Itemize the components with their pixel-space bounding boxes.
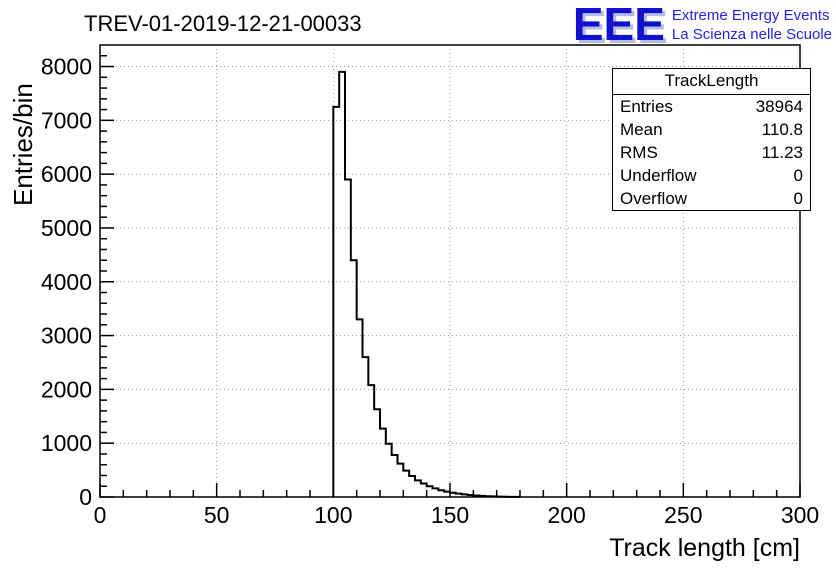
x-tick-label: 100 (314, 502, 352, 528)
stats-row: Mean 110.8 (613, 118, 810, 141)
stats-value: 0 (793, 189, 803, 208)
stats-label: RMS (620, 143, 658, 162)
stats-value: 110.8 (761, 120, 803, 139)
stats-row: Underflow 0 (613, 164, 810, 187)
stats-label: Overflow (620, 189, 688, 208)
eee-logo-subtitle: Extreme Energy Events La Scienza nelle S… (672, 3, 832, 44)
x-tick-label: 300 (781, 502, 819, 528)
plot-title: TREV-01-2019-12-21-00033 (84, 11, 362, 36)
y-tick-label: 0 (79, 484, 92, 510)
logo-line-1: Extreme Energy Events (671, 7, 830, 24)
stats-row: Overflow 0 (613, 187, 810, 210)
x-tick-label: 50 (204, 502, 230, 528)
histogram-line (332, 70, 521, 498)
stats-value: 0 (793, 166, 803, 185)
stats-label: Underflow (620, 166, 697, 185)
x-tick-label: 150 (431, 502, 469, 528)
y-tick-label: 5000 (41, 215, 92, 241)
eee-logo: EEE Extreme Energy Events La Scienza nel… (572, 0, 832, 50)
y-tick-label: 6000 (41, 161, 92, 187)
x-tick-label: 250 (664, 502, 702, 528)
x-tick-label: 200 (547, 502, 585, 528)
stats-label: Mean (620, 120, 663, 139)
stats-value: 38964 (755, 97, 803, 116)
eee-logo-text: EEE (572, 0, 665, 50)
logo-line-2: La Scienza nelle Scuole (671, 26, 832, 43)
stats-title: TrackLength (613, 69, 810, 95)
stats-value: 11.23 (761, 143, 803, 162)
x-axis-title: Track length [cm] (609, 534, 800, 562)
stats-label: Entries (620, 97, 673, 116)
stats-row: RMS 11.23 (613, 141, 810, 164)
y-tick-label: 7000 (41, 107, 92, 133)
y-tick-label: 4000 (41, 269, 92, 295)
y-tick-label: 3000 (41, 323, 92, 349)
x-tick-label: 0 (94, 502, 107, 528)
y-tick-label: 1000 (41, 430, 92, 456)
y-axis-title: Entries/bin (8, 83, 38, 206)
y-tick-label: 2000 (41, 376, 92, 402)
stats-box: TrackLength Entries 38964 Mean 110.8 RMS… (612, 68, 811, 211)
y-tick-label: 8000 (41, 54, 92, 80)
stats-row: Entries 38964 (613, 95, 810, 118)
